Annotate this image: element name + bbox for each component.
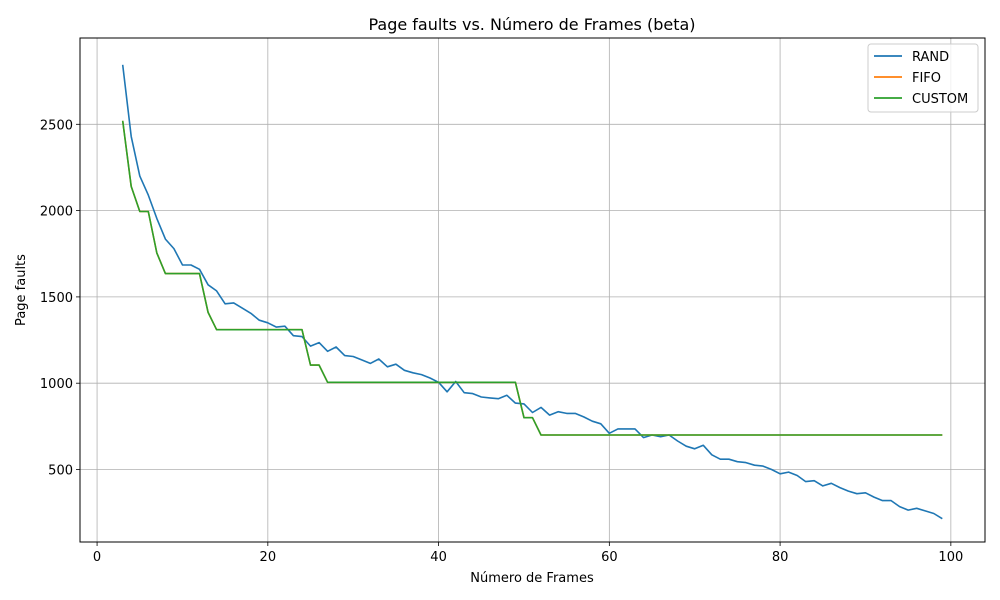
series-line-custom [121,120,943,436]
y-axis: 500 1000 1500 2000 2500 [40,118,80,479]
legend-box [867,43,979,113]
x-tick-label: 20 [260,550,277,565]
x-tick-label: 100 [938,550,963,565]
chart-title: Page faults vs. Número de Frames (beta) [368,15,695,34]
series-layer [121,64,943,520]
legend-label-custom: CUSTOM [912,92,968,107]
y-axis-label: Page faults [14,254,29,326]
x-tick-label: 60 [601,550,618,565]
legend-label-fifo: FIFO [912,71,941,86]
x-axis-label: Número de Frames [470,571,594,586]
y-tick-label: 2000 [40,205,73,220]
series-line-rand [121,64,943,520]
x-tick-label: 80 [772,550,789,565]
y-tick-label: 2500 [40,118,73,133]
y-tick-label: 500 [48,464,73,479]
y-tick-label: 1500 [40,291,73,306]
x-tick-label: 0 [93,550,101,565]
plot-frame [79,37,986,543]
x-tick-label: 40 [430,550,447,565]
x-axis: 0 20 40 60 80 100 [93,542,963,565]
legend-label-rand: RAND [912,50,949,65]
grid-lines [80,38,985,542]
y-tick-label: 1000 [40,377,73,392]
legend: RAND FIFO CUSTOM [867,43,979,113]
